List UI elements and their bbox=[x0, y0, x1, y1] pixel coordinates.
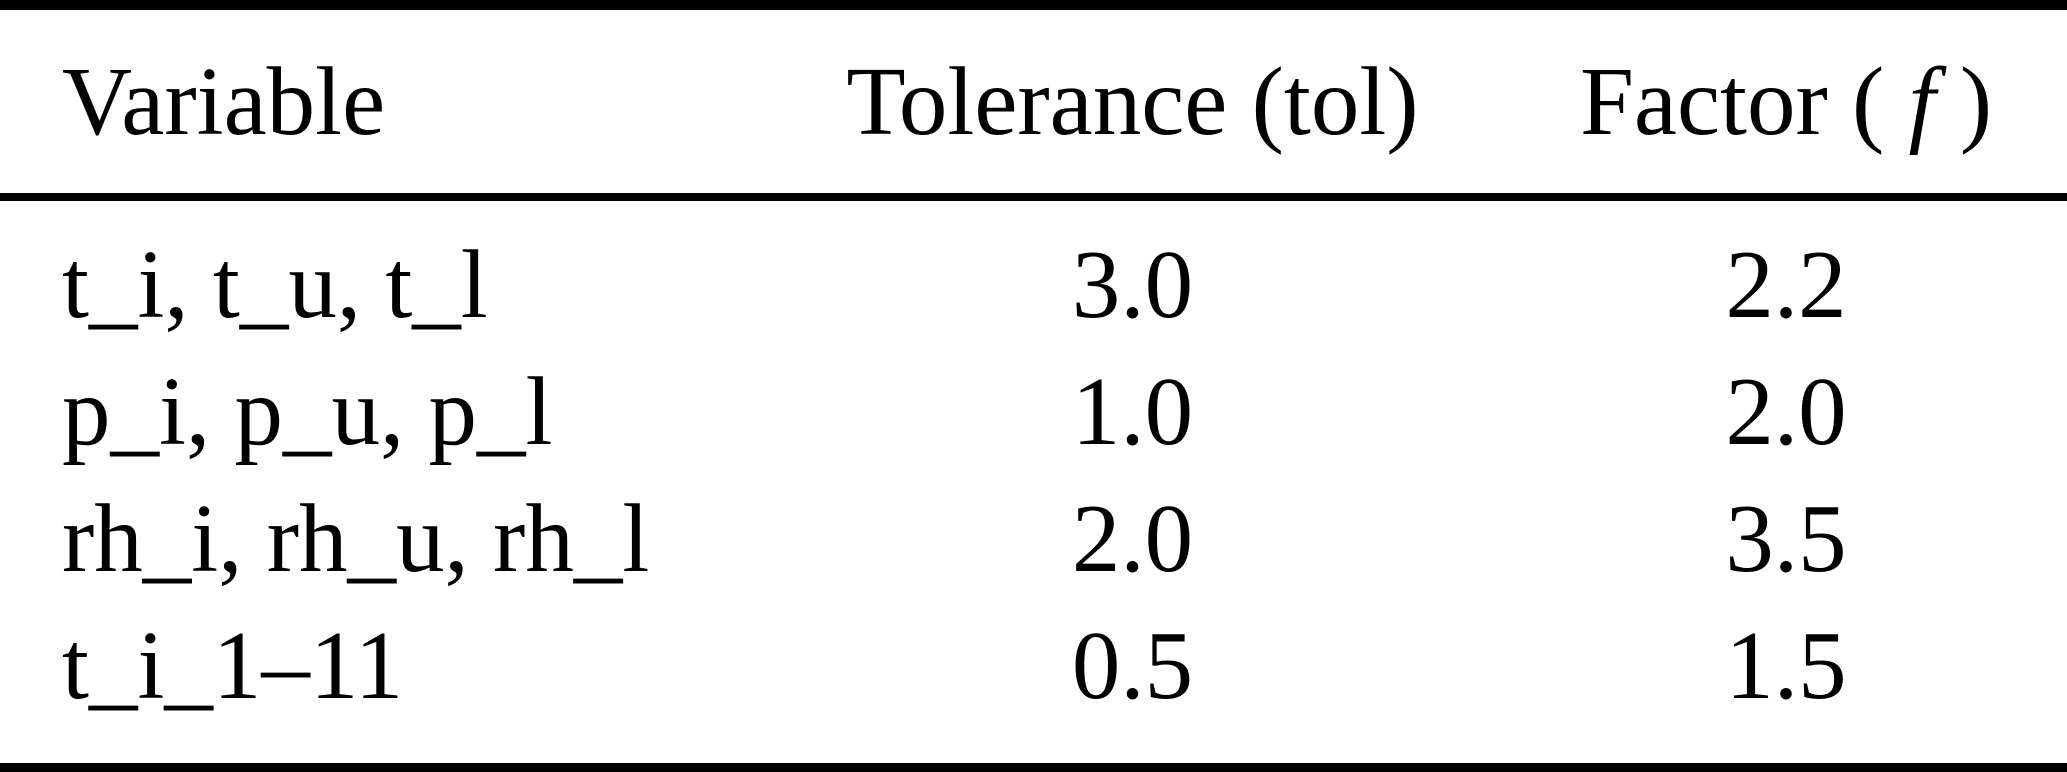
cell-tolerance: 3.0 bbox=[1071, 231, 1194, 338]
cell-factor: 2.2 bbox=[1725, 231, 1847, 338]
header-factor-suffix: ) bbox=[1935, 48, 1993, 155]
cell-variable: p_i, p_u, p_l bbox=[62, 358, 553, 465]
cell-factor: 3.5 bbox=[1725, 485, 1847, 592]
header-factor-symbol: f bbox=[1908, 48, 1936, 155]
header-tolerance: Tolerance (tol) bbox=[846, 48, 1419, 155]
table-row: t_i_1–11 0.5 1.5 bbox=[0, 602, 2067, 768]
cell-variable: t_i_1–11 bbox=[62, 612, 404, 719]
table-header: Variable Tolerance (tol) Factor ( f ) bbox=[0, 5, 2067, 197]
table-row: t_i, t_u, t_l 3.0 2.2 bbox=[0, 197, 2067, 348]
cell-factor: 1.5 bbox=[1725, 612, 1847, 719]
cell-tolerance: 1.0 bbox=[1071, 358, 1194, 465]
header-factor-prefix: Factor ( bbox=[1579, 48, 1909, 155]
cell-variable: t_i, t_u, t_l bbox=[62, 231, 488, 338]
header-variable: Variable bbox=[62, 48, 386, 155]
cell-tolerance: 0.5 bbox=[1071, 612, 1194, 719]
table-row: rh_i, rh_u, rh_l 2.0 3.5 bbox=[0, 475, 2067, 602]
cell-variable: rh_i, rh_u, rh_l bbox=[62, 485, 650, 592]
header-row: Variable Tolerance (tol) Factor ( f ) bbox=[0, 5, 2067, 197]
header-factor: Factor ( f ) bbox=[1505, 5, 2067, 197]
cell-factor: 2.0 bbox=[1725, 358, 1847, 465]
table-row: p_i, p_u, p_l 1.0 2.0 bbox=[0, 348, 2067, 475]
table-body: t_i, t_u, t_l 3.0 2.2 p_i, p_u, p_l 1.0 … bbox=[0, 197, 2067, 768]
cell-tolerance: 2.0 bbox=[1071, 485, 1194, 592]
